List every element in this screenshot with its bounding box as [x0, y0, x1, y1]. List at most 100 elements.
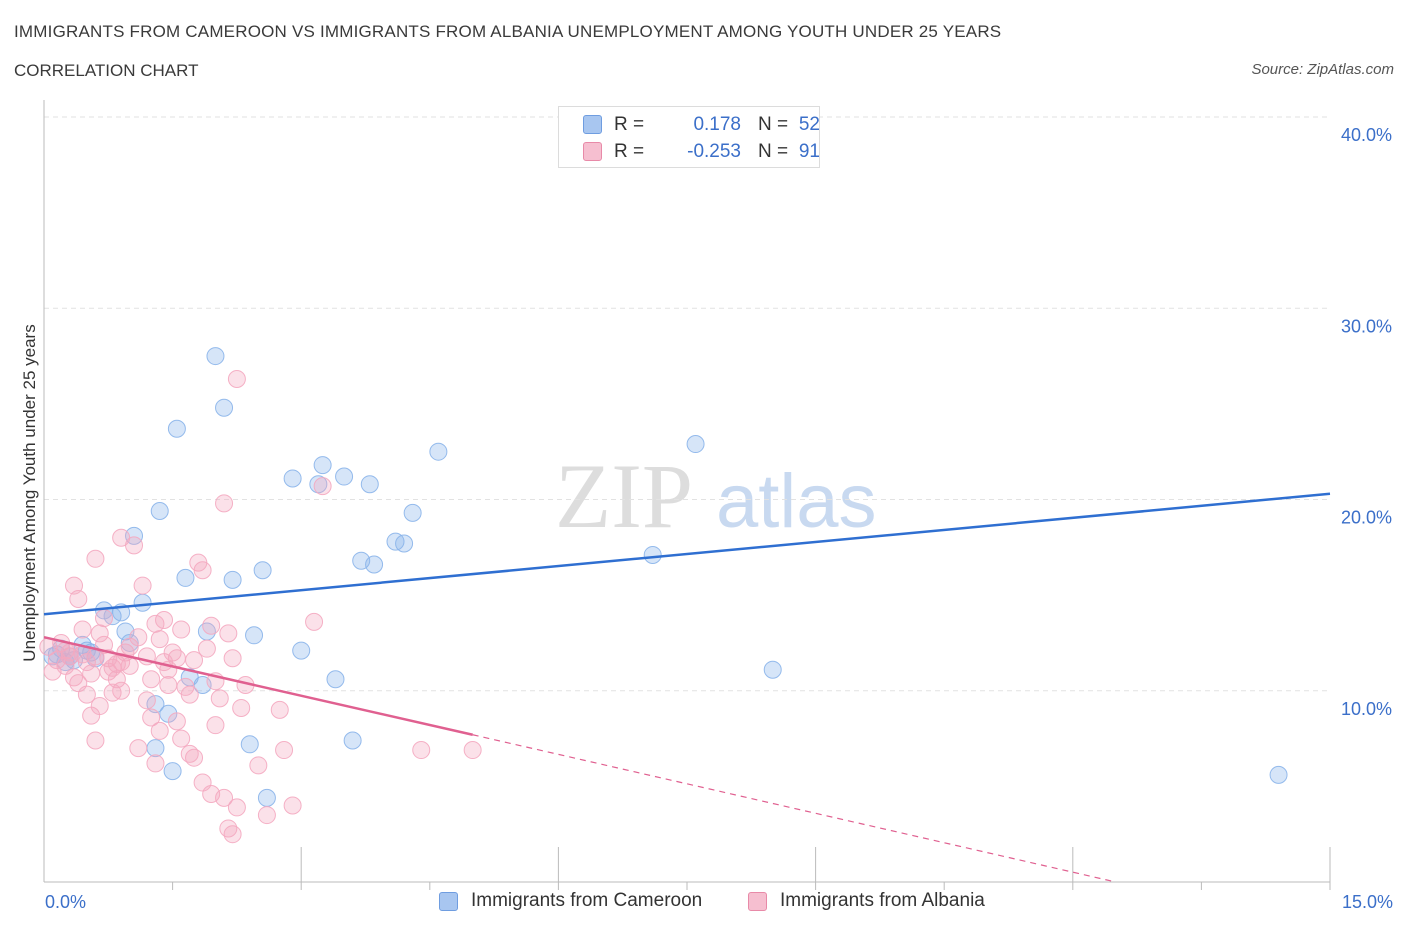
data-point	[112, 528, 131, 547]
bottom-legend-label-albania: Immigrants from Albania	[780, 890, 985, 911]
legend-swatch-albania	[583, 142, 602, 161]
data-point	[146, 695, 165, 714]
data-point	[343, 731, 362, 750]
data-point	[133, 576, 152, 595]
data-point	[155, 610, 174, 629]
data-point	[193, 561, 212, 580]
data-point	[150, 630, 169, 649]
data-point	[253, 561, 272, 580]
grid	[44, 116, 1330, 692]
data-point	[202, 616, 221, 635]
data-point	[120, 637, 139, 656]
data-point	[86, 549, 105, 568]
stats-legend: R = 0.178 N = 52 R = -0.253 N = 91	[558, 106, 820, 168]
data-point	[172, 729, 191, 748]
legend-r-value: 0.178	[693, 114, 741, 135]
data-point	[643, 545, 662, 564]
data-point	[73, 620, 92, 639]
data-point	[360, 475, 379, 494]
data-point	[249, 756, 268, 775]
chart-title: IMMIGRANTS FROM CAMEROON VS IMMIGRANTS F…	[14, 22, 1002, 41]
data-point	[176, 568, 195, 587]
data-point	[86, 731, 105, 750]
data-point	[215, 494, 234, 513]
chart-subtitle: CORRELATION CHART	[14, 61, 199, 80]
trend-lines	[43, 492, 1331, 883]
y-tick-label: 30.0%	[1341, 316, 1392, 336]
data-point	[305, 612, 324, 631]
data-point	[257, 806, 276, 825]
data-point	[120, 633, 139, 652]
data-point	[283, 469, 302, 488]
y-tick-label: 20.0%	[1341, 508, 1392, 528]
data-point	[129, 739, 148, 758]
watermark: ZIP atlas	[555, 445, 877, 547]
data-point	[215, 788, 234, 807]
data-point	[313, 456, 332, 475]
data-point	[112, 681, 131, 700]
data-point	[292, 641, 311, 660]
data-point	[240, 735, 259, 754]
data-point	[159, 676, 178, 695]
data-point	[686, 435, 705, 454]
data-point	[365, 555, 384, 574]
legend-n-label: N =	[758, 141, 789, 162]
data-point	[185, 748, 204, 767]
data-point	[90, 697, 109, 716]
data-point	[206, 716, 225, 735]
watermark-zip: ZIP	[555, 445, 693, 547]
data-point	[395, 534, 414, 553]
data-point	[412, 741, 431, 760]
y-tick-label: 40.0%	[1341, 125, 1392, 145]
data-point	[150, 501, 169, 520]
data-point	[463, 741, 482, 760]
data-point	[163, 762, 182, 781]
data-point	[403, 503, 422, 522]
axes	[43, 100, 1331, 890]
x-tick-label: 0.0%	[45, 892, 86, 912]
data-point	[142, 670, 161, 689]
trend-line-albania-extrapolated	[472, 734, 1116, 883]
x-tick-label: 15.0%	[1342, 892, 1393, 912]
watermark-atlas: atlas	[716, 459, 877, 544]
data-point	[206, 347, 225, 366]
data-point	[172, 620, 191, 639]
data-point	[185, 651, 204, 670]
source-label: Source: ZipAtlas.com	[1251, 61, 1394, 78]
data-point	[133, 593, 152, 612]
legend-n-value: 91	[798, 141, 820, 162]
data-point	[245, 626, 264, 645]
data-point	[142, 708, 161, 727]
data-point	[227, 370, 246, 389]
data-point	[215, 398, 234, 417]
legend-swatch-cameroon	[583, 115, 602, 134]
data-point	[223, 649, 242, 668]
data-point	[167, 419, 186, 438]
data-point	[313, 477, 332, 496]
data-point	[167, 712, 186, 731]
legend-n-value: 52	[798, 114, 820, 135]
data-point	[1269, 765, 1288, 784]
data-point	[146, 754, 165, 773]
data-point	[227, 798, 246, 817]
bottom-legend-swatch-cameroon	[439, 892, 458, 911]
legend-n-label: N =	[758, 114, 789, 135]
data-point	[270, 700, 289, 719]
legend-r-label: R =	[614, 141, 645, 162]
data-point	[223, 570, 242, 589]
data-point	[180, 685, 199, 704]
data-point	[223, 825, 242, 844]
tick-labels: 10.0% 20.0% 30.0% 40.0% 0.0% 15.0%	[45, 125, 1393, 912]
series-albania-points	[39, 370, 482, 844]
data-point	[275, 741, 294, 760]
data-point	[107, 654, 126, 673]
bottom-legend-label-cameroon: Immigrants from Cameroon	[471, 890, 703, 911]
data-point	[326, 670, 345, 689]
data-point	[429, 442, 448, 461]
data-point	[763, 660, 782, 679]
data-point	[146, 739, 165, 758]
data-point	[65, 668, 84, 687]
series-cameroon-points	[43, 347, 1288, 807]
data-point	[219, 624, 238, 643]
data-point	[232, 698, 251, 717]
